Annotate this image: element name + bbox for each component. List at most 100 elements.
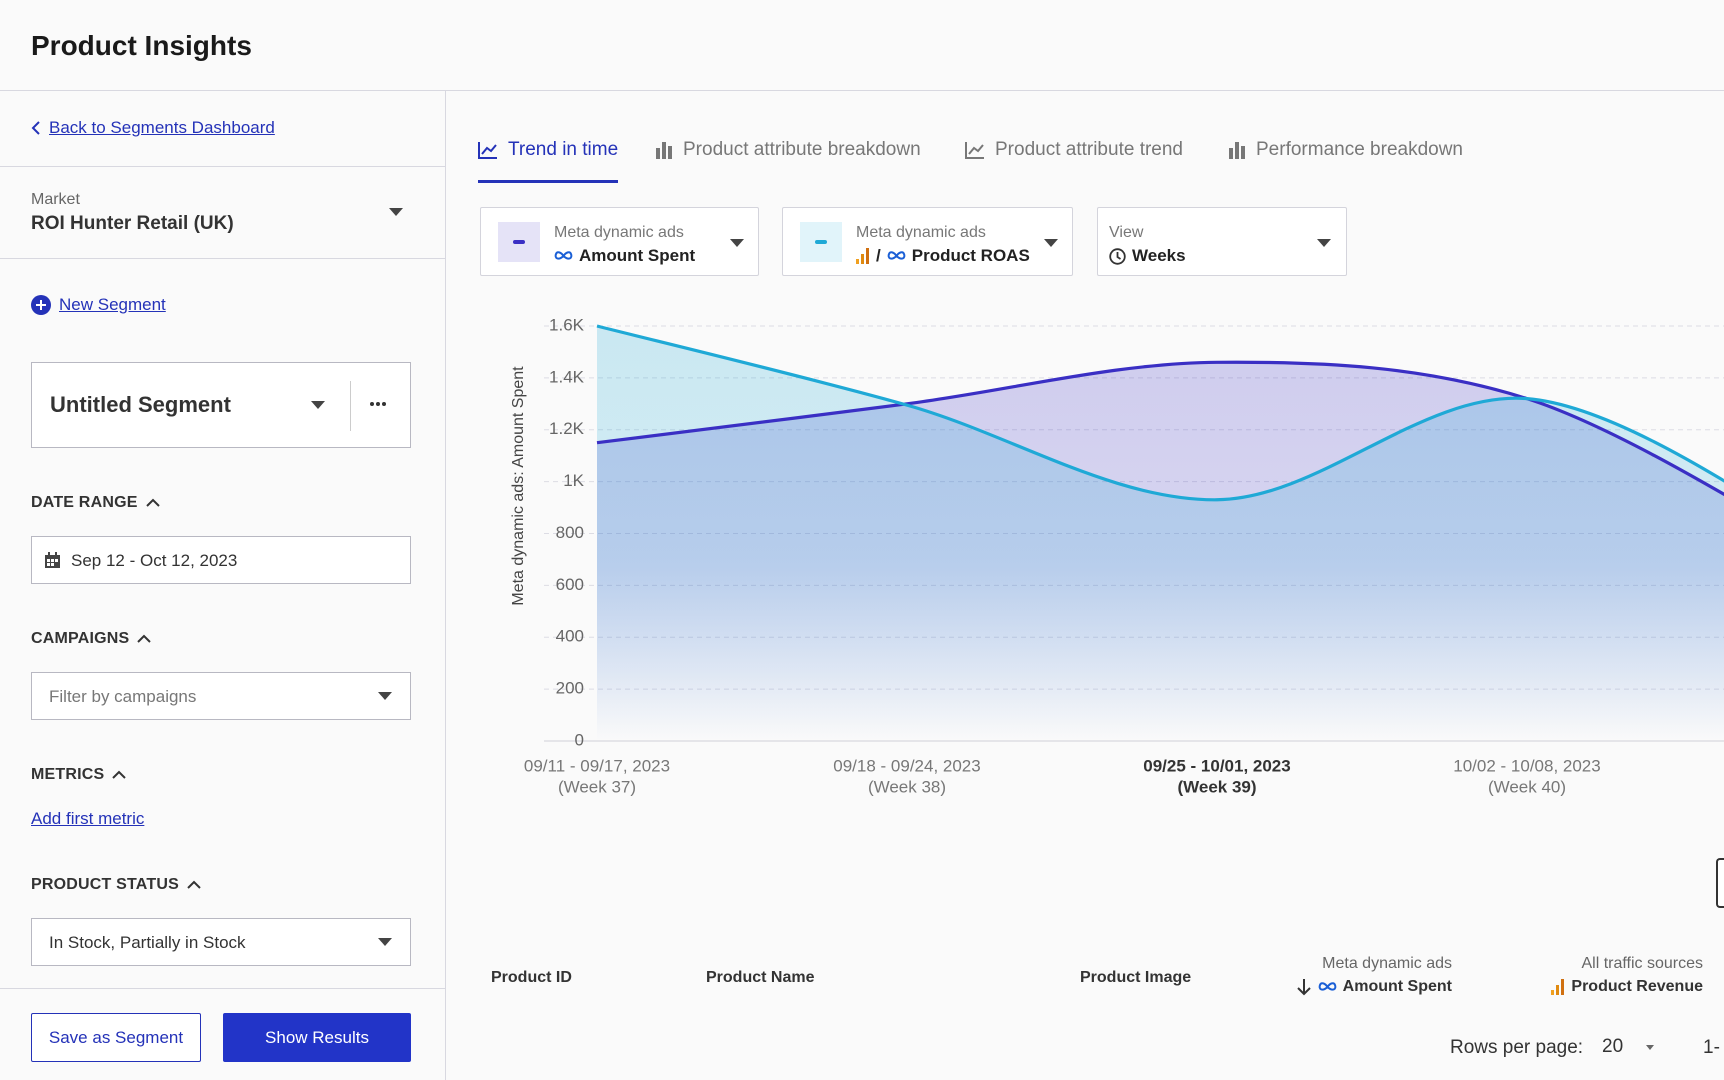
campaigns-input[interactable]: Filter by campaigns (31, 672, 411, 720)
rows-per-page-label: Rows per page: (1450, 1037, 1584, 1058)
chevron (112, 770, 127, 779)
line (596, 360, 1724, 497)
y-tick-label: 1.2K (549, 419, 585, 438)
sidebar (0, 91, 446, 1080)
segment-name[interactable]: Untitled Segment (50, 392, 231, 417)
save-button[interactable]: Save as Segment (31, 1013, 201, 1062)
segment-caret[interactable] (311, 401, 325, 409)
traffic-icon (856, 248, 869, 264)
product-status-caret (378, 938, 392, 946)
metric-source: Meta dynamic ads (856, 224, 986, 241)
dropdown-caret (1317, 239, 1331, 247)
metric-dropdown[interactable]: Meta dynamic ads Amount Spent (480, 207, 759, 276)
calendar-icon (45, 552, 60, 568)
y-axis-label: Meta dynamic ads: Amount Spent (510, 366, 527, 606)
x-tick-label: 10/02 - 10/08, 2023 (1453, 756, 1600, 775)
column-header[interactable]: Product Image (1080, 969, 1192, 986)
metrics-title[interactable]: METRICS (31, 766, 127, 784)
x-tick-sublabel: (Week 38) (868, 777, 946, 796)
dropdown-caret (1044, 239, 1058, 247)
product-status-title-text: PRODUCT STATUS (31, 876, 179, 893)
x-tick-label: 09/18 - 09/24, 2023 (833, 756, 980, 775)
meta-icon (887, 251, 906, 260)
rows-per-page-value[interactable]: 20 (1602, 1036, 1624, 1057)
back-link[interactable]: Back to Segments Dashboard (31, 118, 275, 138)
rows-caret[interactable] (1646, 1045, 1654, 1050)
y-tick-label: 800 (556, 523, 584, 542)
y-tick-label: 600 (556, 575, 584, 594)
line (596, 324, 1724, 502)
chevron (187, 880, 201, 889)
separator (350, 381, 351, 431)
metrics-title-text: METRICS (31, 766, 105, 783)
page-range: 1- (1703, 1037, 1720, 1058)
tab-underline (478, 180, 618, 183)
new-segment[interactable]: New Segment (31, 295, 166, 315)
y-tick-label: 0 (575, 730, 584, 749)
y-tick-label: 200 (556, 679, 584, 698)
x-tick-sublabel: (Week 39) (1177, 777, 1256, 796)
clock-icon (1109, 247, 1126, 265)
column-header[interactable]: Meta dynamic ads Amount Spent (1296, 955, 1452, 996)
series-swatch (800, 222, 842, 262)
view-dropdown[interactable]: View Weeks (1097, 207, 1347, 276)
product-status-input[interactable]: In Stock, Partially in Stock (31, 918, 411, 966)
market-caret[interactable] (389, 208, 403, 216)
tab[interactable]: Performance breakdown (1228, 139, 1463, 161)
chevron (145, 498, 160, 507)
market-value[interactable]: ROI Hunter Retail (UK) (31, 213, 234, 234)
product-status-title[interactable]: PRODUCT STATUS (31, 876, 201, 894)
chevron (137, 634, 152, 643)
bar-icon (1229, 142, 1245, 159)
dropdown-caret (730, 239, 744, 247)
x-tick-sublabel: (Week 40) (1488, 777, 1566, 796)
tab[interactable]: Product attribute breakdown (655, 139, 921, 161)
back-icon (31, 121, 40, 135)
tab[interactable]: Product attribute trend (965, 139, 1183, 161)
divider (0, 166, 445, 167)
date-input[interactable]: Sep 12 - Oct 12, 2023 (31, 536, 411, 584)
tab-label: Trend in time (508, 139, 619, 160)
y-tick-label: 1K (563, 471, 584, 490)
column-source: All traffic sources (1581, 955, 1703, 972)
more-icon[interactable] (366, 399, 390, 409)
y-tick-label: 1.4K (549, 367, 585, 386)
campaigns-placeholder: Filter by campaigns (49, 687, 197, 706)
plot (596, 324, 1724, 741)
date-range-title-text: DATE RANGE (31, 494, 138, 511)
x-tick-label: 09/25 - 10/01, 2023 (1143, 756, 1290, 775)
metric-dropdown[interactable]: Meta dynamic ads / Product ROAS (782, 207, 1073, 276)
tab[interactable]: Trend in time (478, 139, 618, 161)
traffic-icon (1551, 979, 1565, 995)
metric-name-text: Amount Spent (579, 246, 696, 265)
date-value: Sep 12 - Oct 12, 2023 (71, 551, 238, 570)
metric-name-text: Product ROAS (911, 246, 1030, 265)
column-header[interactable]: All traffic sources Product Revenue (1551, 955, 1703, 996)
column-title: Amount Spent (1342, 978, 1452, 995)
meta-icon (1318, 982, 1337, 991)
back-link-text[interactable]: Back to Segments Dashboard (49, 118, 275, 137)
date-range-title[interactable]: DATE RANGE (31, 494, 160, 512)
line-icon (478, 142, 497, 159)
metric-name: Amount Spent (554, 246, 695, 266)
view-value-text: Weeks (1132, 246, 1186, 265)
view-value: Weeks (1109, 246, 1186, 266)
show-button[interactable]: Show Results (223, 1013, 411, 1062)
divider (0, 988, 445, 989)
tab-label: Product attribute trend (995, 139, 1183, 160)
column-header[interactable]: Product Name (706, 969, 815, 986)
x-tick-label: 09/11 - 09/17, 2023 (524, 756, 670, 775)
plus-icon (31, 295, 51, 315)
campaigns-title-text: CAMPAIGNS (31, 630, 130, 647)
tab-label: Product attribute breakdown (683, 139, 921, 160)
campaigns-title[interactable]: CAMPAIGNS (31, 630, 152, 648)
segment-box: Untitled Segment (31, 362, 411, 448)
campaigns-caret (378, 692, 392, 700)
new-segment-text[interactable]: New Segment (59, 295, 166, 314)
column-header[interactable]: Product ID (491, 969, 572, 986)
add-metric[interactable]: Add first metric (31, 809, 145, 828)
scroll-handle[interactable] (1716, 858, 1724, 908)
market-label: Market (31, 191, 80, 208)
chart: 0 200 400 600 800 1K 1.2K 1.4K 1.6K Meta dynamic … (510, 315, 1724, 796)
